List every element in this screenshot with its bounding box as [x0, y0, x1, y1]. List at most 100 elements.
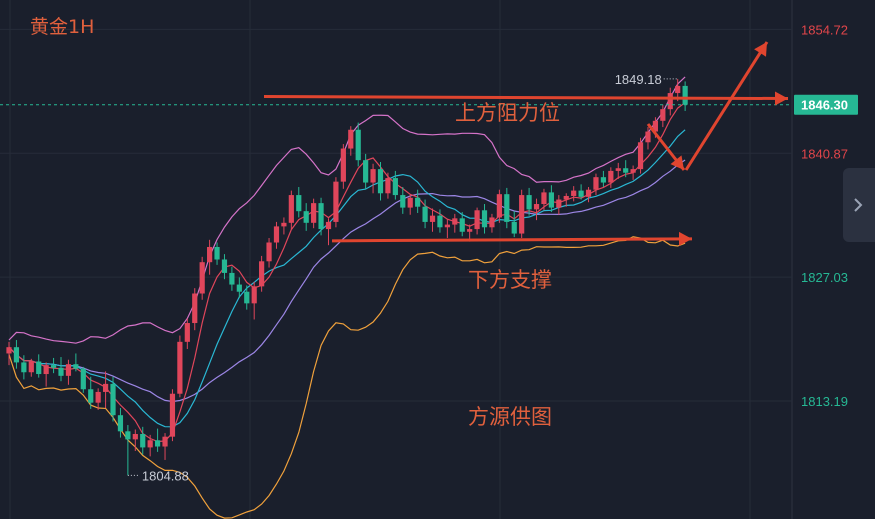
candle	[244, 291, 250, 304]
candle	[593, 177, 599, 190]
candle	[415, 197, 421, 207]
breakout-arrow-head	[754, 42, 767, 57]
candle	[50, 365, 57, 368]
price-markers: 1849.18 1804.88	[0, 72, 792, 483]
candle	[429, 215, 436, 222]
candle	[519, 195, 525, 234]
candle	[645, 131, 651, 143]
price-tick-label: 1854.72	[801, 22, 848, 37]
candle	[615, 168, 621, 171]
support-annotation: 下方支撑	[468, 268, 552, 292]
candle	[132, 433, 138, 440]
price-tick-label: 1840.87	[801, 146, 848, 161]
candle	[660, 109, 666, 121]
price-tick-label: 1813.19	[801, 394, 848, 409]
candle	[504, 194, 510, 222]
candle	[563, 195, 569, 200]
price-axis: 1854.72 1840.87 1827.03 1813.19 1846.30	[794, 22, 858, 409]
candle	[36, 361, 42, 375]
candle	[6, 347, 12, 354]
candle	[184, 323, 190, 342]
candle	[370, 169, 376, 183]
chevron-right-icon	[854, 198, 863, 212]
candle	[251, 286, 257, 304]
ma10-line	[8, 129, 686, 428]
candle	[21, 362, 27, 373]
candle	[541, 192, 547, 205]
candle	[110, 383, 116, 416]
candle	[155, 440, 161, 447]
candle	[377, 169, 384, 194]
candle	[340, 148, 346, 182]
candle	[385, 178, 391, 194]
candle	[147, 440, 153, 448]
candle	[43, 365, 49, 375]
candle	[140, 433, 146, 448]
candle	[162, 436, 168, 447]
candle	[496, 194, 502, 218]
candle	[318, 203, 324, 230]
candle	[333, 181, 339, 222]
pullback-arrow-head	[670, 155, 684, 170]
candle	[273, 226, 280, 243]
resistance-arrow	[263, 95, 789, 101]
ma5-line	[8, 102, 686, 443]
breakout-arrow	[684, 41, 769, 171]
candle	[192, 293, 198, 324]
candle	[533, 204, 540, 210]
resistance-arrow-head	[775, 91, 788, 106]
candle	[303, 211, 309, 223]
price-tick-label: 1827.03	[801, 270, 848, 285]
candle	[422, 206, 428, 222]
candle	[325, 221, 332, 230]
candle	[80, 368, 86, 390]
candle	[88, 389, 94, 403]
candle	[585, 189, 592, 197]
candle	[452, 218, 458, 225]
candle	[459, 218, 465, 232]
candle	[13, 347, 20, 363]
high-marker-label: 1849.18	[615, 72, 662, 87]
current-price-badge	[794, 94, 858, 115]
candle	[266, 242, 272, 262]
candle	[73, 364, 79, 369]
candle	[578, 190, 584, 197]
candle	[489, 217, 495, 228]
candle	[630, 169, 636, 173]
candle	[608, 170, 614, 183]
chart-title: 黄金1H	[30, 16, 94, 38]
candle	[95, 391, 101, 403]
candle	[229, 272, 235, 285]
candle	[444, 224, 450, 228]
candle	[281, 222, 287, 227]
candle	[199, 262, 205, 294]
candle	[637, 142, 644, 170]
candle	[125, 431, 131, 440]
candle	[407, 197, 413, 208]
side-panel-toggle[interactable]	[843, 168, 875, 242]
candle	[58, 367, 64, 376]
candle	[474, 210, 480, 230]
candle	[571, 190, 577, 196]
candle	[511, 221, 517, 234]
candle	[177, 341, 183, 394]
candle	[392, 178, 398, 196]
candle	[288, 195, 294, 223]
candle	[481, 210, 488, 228]
candle	[652, 120, 659, 132]
candle	[600, 177, 606, 183]
candle	[311, 203, 317, 223]
resistance-annotation: 上方阻力位	[455, 101, 560, 125]
candle	[221, 259, 228, 273]
candle	[296, 195, 302, 212]
candle	[556, 199, 562, 208]
candle	[207, 246, 213, 263]
candle	[102, 383, 109, 392]
candle	[236, 284, 242, 292]
grid-lines	[0, 0, 792, 519]
ma20-line	[8, 159, 686, 403]
candle	[65, 364, 72, 376]
candle	[28, 361, 34, 373]
candle	[526, 195, 532, 210]
